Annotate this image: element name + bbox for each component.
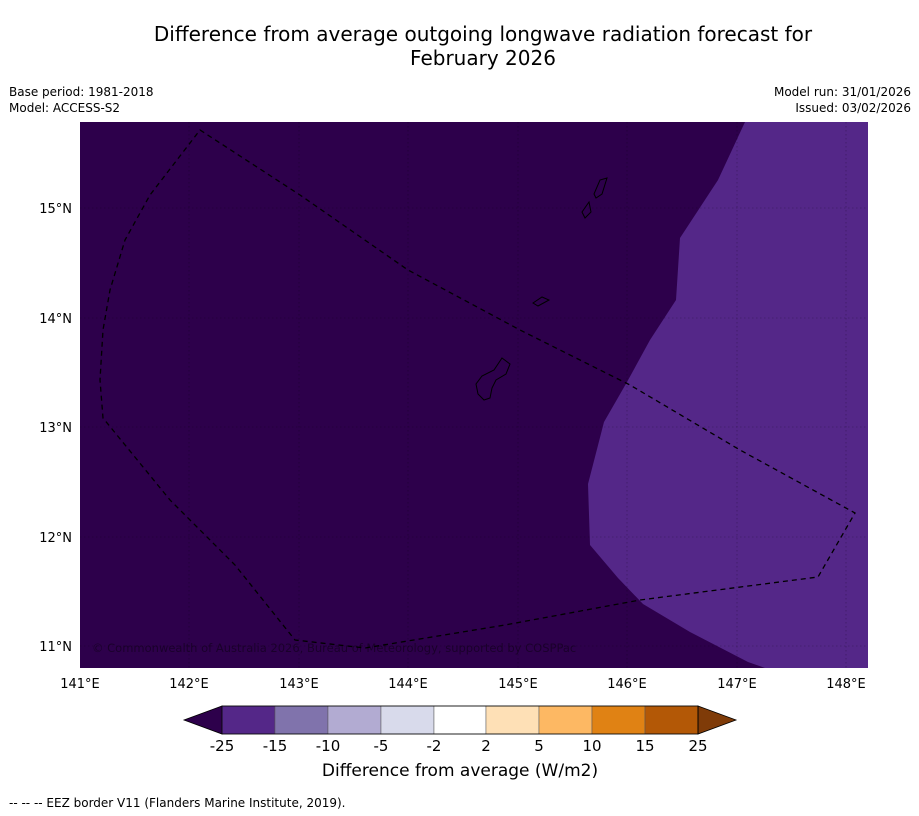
issued-date: Issued: 03/02/2026 [795, 101, 911, 115]
lon-label: 148°E [826, 677, 866, 692]
island-rota [532, 296, 551, 307]
island-saipan [593, 177, 608, 199]
colorbar-segment [274, 705, 329, 735]
lon-label: 142°E [169, 677, 209, 692]
colorbar-label: -25 [210, 737, 235, 755]
colorbar-labels: -25 -15 -10 -5 -2 2 5 10 15 25 [210, 737, 708, 755]
colorbar-segment [380, 705, 435, 735]
colorbar-segment [591, 705, 646, 735]
colorbar-label: -5 [374, 737, 389, 755]
meta-right: Model run: 31/01/2026 Issued: 03/02/2026 [774, 84, 911, 116]
lat-label: 11°N [39, 640, 72, 655]
colorbar-label: -2 [427, 737, 442, 755]
title-line-1: Difference from average outgoing longwav… [153, 22, 813, 46]
lat-label: 15°N [39, 202, 72, 217]
colorbar-title: Difference from average (W/m2) [321, 761, 599, 781]
colorbar-label: 10 [582, 737, 601, 755]
gridlines [80, 122, 868, 668]
colorbar-segment [644, 705, 699, 735]
lon-label: 147°E [717, 677, 757, 692]
map-credit: © Commonwealth of Australia 2026, Bureau… [92, 641, 576, 655]
title-line-2: February 2026 [410, 46, 556, 70]
lon-label: 146°E [607, 677, 647, 692]
colorbar-segment [221, 705, 276, 735]
colorbar-extend-high [697, 705, 738, 735]
colorbar-label: 2 [481, 737, 491, 755]
colorbar-label: 5 [534, 737, 544, 755]
lat-labels: 15°N 14°N 13°N 12°N 11°N [39, 202, 72, 655]
eez-footnote: -- -- -- EEZ border V11 (Flanders Marine… [9, 796, 346, 810]
island-tinian [581, 200, 592, 219]
map-frame: © Commonwealth of Australia 2026, Bureau… [80, 122, 868, 668]
meta-left: Base period: 1981-2018 Model: ACCESS-S2 [9, 84, 154, 116]
colorbar-segment [327, 705, 382, 735]
lon-label: 143°E [279, 677, 319, 692]
chart-title: Difference from average outgoing longwav… [120, 22, 846, 70]
anomaly-region [588, 122, 868, 668]
lon-label: 141°E [60, 677, 100, 692]
colorbar-label: 25 [688, 737, 707, 755]
model-run: Model run: 31/01/2026 [773, 85, 911, 99]
model-name: Model: ACCESS-S2 [9, 101, 121, 115]
colorbar-label: -15 [263, 737, 288, 755]
base-period: Base period: 1981-2018 [9, 85, 154, 99]
colorbar-segment [485, 705, 540, 735]
islands [475, 177, 608, 401]
colorbar-label: 15 [635, 737, 654, 755]
colorbar-extend-low [182, 705, 223, 735]
lon-labels: 141°E 142°E 143°E 144°E 145°E 146°E 147°… [60, 677, 866, 692]
colorbar [182, 705, 738, 735]
colorbar-segment [433, 705, 487, 735]
colorbar-label: -10 [316, 737, 341, 755]
lat-label: 12°N [39, 531, 72, 546]
lat-label: 14°N [39, 312, 72, 327]
island-guam [475, 357, 511, 401]
colorbar-outline [221, 705, 699, 735]
colorbar-segment [538, 705, 593, 735]
lon-label: 145°E [498, 677, 538, 692]
eez-border [99, 129, 856, 649]
lat-label: 13°N [39, 421, 72, 436]
lon-label: 144°E [388, 677, 428, 692]
